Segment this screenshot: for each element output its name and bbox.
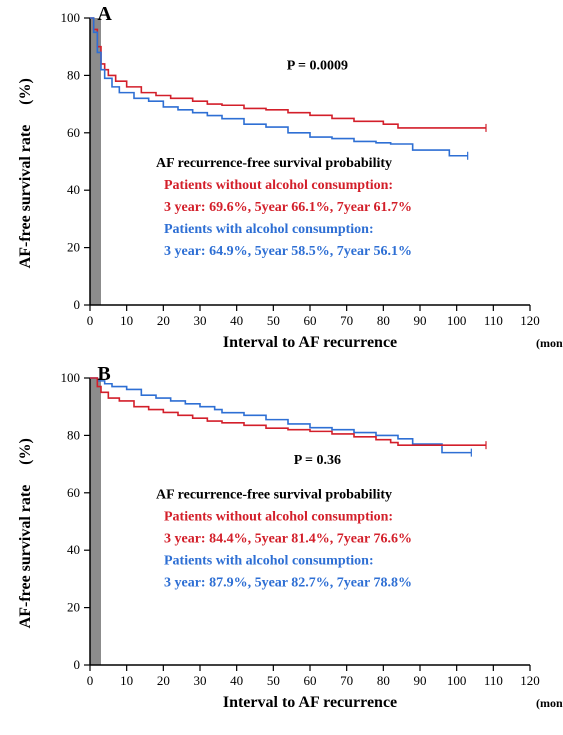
y-tick-label: 20 [67, 600, 80, 615]
x-tick-label: 60 [304, 673, 317, 688]
blanking-grey-bar [90, 378, 101, 665]
y-tick-label: 100 [61, 10, 81, 25]
y-tick-label: 60 [67, 125, 80, 140]
x-tick-label: 100 [447, 673, 467, 688]
y-tick-label: 0 [74, 657, 81, 672]
x-tick-label: 0 [87, 313, 94, 328]
panel-b: 0 10 20 30 40 50 60 70 80 90 100 110 120 0 20 40 60 80 100… [0, 360, 563, 735]
y-tick-label: 40 [67, 182, 80, 197]
x-tick-label: 40 [230, 673, 243, 688]
x-tick-label: 10 [120, 673, 133, 688]
y-axis-units: (%) [17, 78, 34, 105]
x-tick-label: 40 [230, 313, 243, 328]
y-axis-label: AF-free survival rate [17, 125, 34, 269]
x-tick-label: 100 [447, 313, 467, 328]
panel-a: 0 10 20 30 40 50 60 70 80 90 100 110 120 0 20 40 60 80 100… [0, 0, 563, 360]
y-tick-label: 40 [67, 542, 80, 557]
series-stats-blue: 3 year: 64.9%, 5year 58.5%, 7year 56.1% [164, 244, 412, 259]
x-tick-label: 30 [194, 673, 207, 688]
series-label-blue: Patients with alcohol consumption: [164, 554, 374, 569]
x-tick-label: 120 [520, 673, 540, 688]
x-tick-label: 60 [304, 313, 317, 328]
x-tick-label: 30 [194, 313, 207, 328]
x-axis-label: Interval to AF recurrence [223, 694, 397, 711]
x-tick-label: 110 [484, 313, 503, 328]
x-tick-label: 20 [157, 313, 170, 328]
plot-bg [0, 360, 563, 735]
x-tick-label: 20 [157, 673, 170, 688]
x-tick-label: 0 [87, 673, 94, 688]
x-axis-units: (months) [536, 336, 563, 350]
x-tick-label: 110 [484, 673, 503, 688]
x-tick-label: 10 [120, 313, 133, 328]
series-stats-red: 3 year: 69.6%, 5year 66.1%, 7year 61.7% [164, 200, 412, 215]
p-value: P = 0.0009 [287, 59, 348, 74]
series-label-red: Patients without alcohol consumption: [164, 178, 393, 193]
y-tick-label: 100 [61, 370, 81, 385]
x-tick-label: 90 [414, 673, 427, 688]
y-tick-label: 60 [67, 485, 80, 500]
x-tick-label: 70 [340, 673, 353, 688]
x-axis-label: Interval to AF recurrence [223, 334, 397, 351]
x-tick-label: 80 [377, 673, 390, 688]
panel-letter: B [97, 363, 110, 385]
x-tick-label: 50 [267, 673, 280, 688]
series-stats-red: 3 year: 84.4%, 5year 81.4%, 7year 76.6% [164, 532, 412, 547]
series-label-red: Patients without alcohol consumption: [164, 510, 393, 525]
y-tick-label: 0 [74, 297, 81, 312]
y-tick-label: 80 [67, 427, 80, 442]
x-tick-label: 50 [267, 313, 280, 328]
x-tick-label: 120 [520, 313, 540, 328]
x-axis-units: (months) [536, 696, 563, 710]
series-label-blue: Patients with alcohol consumption: [164, 222, 374, 237]
y-axis-units: (%) [17, 438, 34, 465]
series-stats-blue: 3 year: 87.9%, 5year 82.7%, 7year 78.8% [164, 576, 412, 591]
x-tick-label: 90 [414, 313, 427, 328]
p-value: P = 0.36 [294, 453, 341, 468]
x-tick-label: 70 [340, 313, 353, 328]
y-tick-label: 80 [67, 67, 80, 82]
blanking-grey-bar [90, 18, 101, 305]
figure-container: 0102030405060708090100110120020406080100… [0, 0, 563, 735]
x-tick-label: 80 [377, 313, 390, 328]
annot-title: AF recurrence-free survival probability [156, 488, 392, 503]
panel-letter: A [97, 3, 112, 25]
y-axis-label: AF-free survival rate [17, 485, 34, 629]
y-tick-label: 20 [67, 240, 80, 255]
annot-title: AF recurrence-free survival probability [156, 156, 392, 171]
